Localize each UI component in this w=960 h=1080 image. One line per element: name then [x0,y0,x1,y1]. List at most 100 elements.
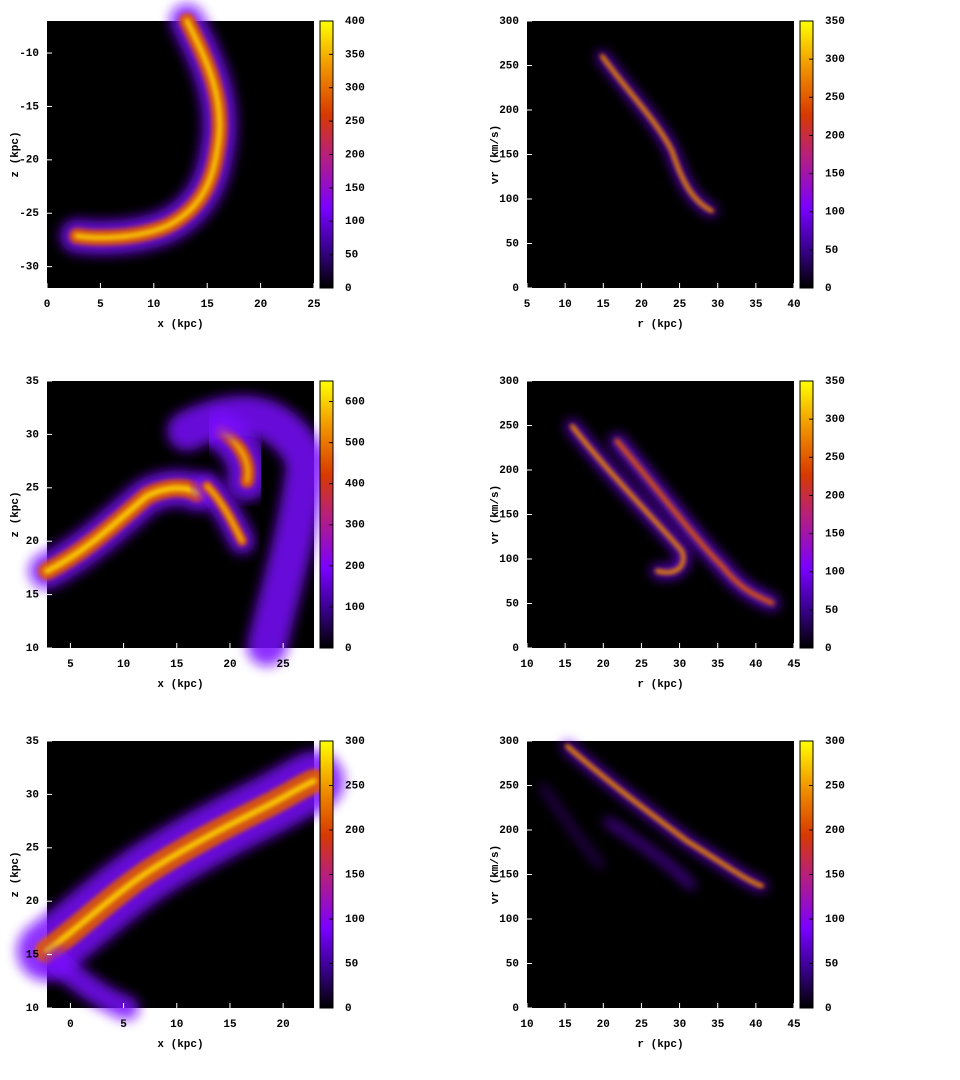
y-axis-label: vr (km/s) [490,845,502,904]
density [566,420,779,610]
y-tick-label: -10 [19,48,39,60]
colorbar-tick-label: 350 [825,16,845,28]
x-tick-label: 40 [749,1019,762,1031]
colorbar-tick-label: 500 [345,438,365,450]
x-tick-label: 25 [673,299,687,311]
colorbar-tick-label: 150 [345,183,365,195]
panel: 5 10 15 20 25 10 15 20 25 30 35 x (kpc) z (kpc) 0 100 2… [10,376,365,691]
colorbar-tick-label: 50 [825,605,838,617]
x-tick-label: 40 [787,299,800,311]
colorbar-tick-label: 400 [345,16,365,28]
colorbar-tick-label: 100 [825,914,845,926]
colorbar-tick-label: 0 [825,643,832,655]
density-stream [44,485,200,574]
y-tick-label: 25 [26,483,40,495]
colorbar-tick-label: 350 [825,376,845,388]
y-tick-label: 0 [512,643,519,655]
y-tick-label: 15 [26,590,40,602]
colorbar-tick-label: 150 [345,869,365,881]
y-tick-label: 100 [499,194,519,206]
y-tick-label: 20 [26,896,39,908]
x-axis-label: x (kpc) [157,319,203,331]
y-tick-label: 200 [499,465,519,477]
density [29,395,328,666]
x-tick-label: 10 [147,299,160,311]
density-stream [167,395,328,666]
x-tick-label: 35 [711,1019,725,1031]
density-stream [44,778,317,954]
plot-area [527,741,794,1008]
x-tick-label: 10 [170,1019,183,1031]
colorbar-tick-label: 200 [345,149,365,161]
density [60,4,237,255]
x-tick-label: 5 [524,299,531,311]
panel: 0 5 10 15 20 10 15 20 25 30 35 x (kpc) z (kpc) 0 50 100… [10,736,365,1051]
y-tick-label: 250 [499,420,519,432]
colorbar-tick-label: 0 [825,283,832,295]
y-tick-label: 100 [499,914,519,926]
y-tick-label: 50 [506,598,519,610]
colorbar-tick-label: 150 [825,869,845,881]
x-tick-label: 15 [559,659,573,671]
y-tick-label: 150 [499,509,519,521]
colorbar-tick-label: 50 [825,245,838,257]
plot-area [527,381,794,648]
x-tick-label: 45 [787,659,801,671]
y-tick-label: 10 [26,1003,39,1015]
x-tick-label: 20 [254,299,267,311]
x-tick-label: 20 [597,1019,610,1031]
colorbar-tick-label: 300 [345,736,365,748]
density-stream [205,484,244,543]
colorbar [799,20,814,289]
x-tick-label: 10 [559,299,572,311]
y-tick-label: 35 [26,376,40,388]
panel: 10 15 20 25 30 35 40 45 0 50 100 150 200 250 300 r (kpc… [490,376,845,691]
x-tick-label: 20 [223,659,236,671]
y-tick-label: 300 [499,376,519,388]
density [540,741,767,891]
colorbar-tick-label: 100 [825,567,845,579]
x-tick-label: 15 [170,659,184,671]
y-axis-label: z (kpc) [10,131,22,177]
x-tick-label: 25 [635,1019,649,1031]
x-tick-label: 0 [67,1019,74,1031]
y-axis-label: z (kpc) [10,491,22,537]
panel: 10 15 20 25 30 35 40 45 0 50 100 150 200 250 300 r (kpc… [490,736,845,1051]
colorbar-tick-label: 150 [825,528,845,540]
density-stream [614,438,775,606]
density-stream [74,18,223,241]
colorbar-tick-label: 0 [345,1003,352,1015]
x-tick-label: 15 [223,1019,237,1031]
colorbar-tick-label: 100 [825,207,845,219]
x-tick-label: 45 [787,1019,801,1031]
colorbar-tick-label: 300 [825,736,845,748]
colorbar-tick-label: 50 [825,958,838,970]
y-tick-label: -15 [19,101,39,113]
x-tick-label: 25 [277,659,291,671]
colorbar-tick-label: 200 [825,490,845,502]
x-tick-label: 5 [97,299,104,311]
colorbar-tick-label: 300 [345,83,365,95]
x-tick-label: 30 [673,659,686,671]
colorbar-tick-label: 50 [345,250,358,262]
density-stream [540,784,604,868]
x-tick-label: 30 [711,299,724,311]
density [17,751,344,1020]
x-tick-label: 10 [117,659,130,671]
density [597,51,717,216]
y-axis-label: vr (km/s) [490,125,502,184]
density-stream [566,745,763,887]
x-axis-label: r (kpc) [637,1039,683,1051]
colorbar [319,380,334,649]
colorbar-tick-label: 150 [825,168,845,180]
x-tick-label: 20 [635,299,648,311]
x-tick-label: 25 [307,299,321,311]
colorbar-tick-label: 250 [825,92,845,104]
y-tick-label: 30 [26,429,39,441]
x-tick-label: 15 [201,299,215,311]
colorbar-tick-label: 300 [825,54,845,66]
colorbar-tick-label: 100 [345,914,365,926]
y-tick-label: 10 [26,643,39,655]
x-tick-label: 5 [67,659,74,671]
colorbar-tick-label: 0 [345,283,352,295]
